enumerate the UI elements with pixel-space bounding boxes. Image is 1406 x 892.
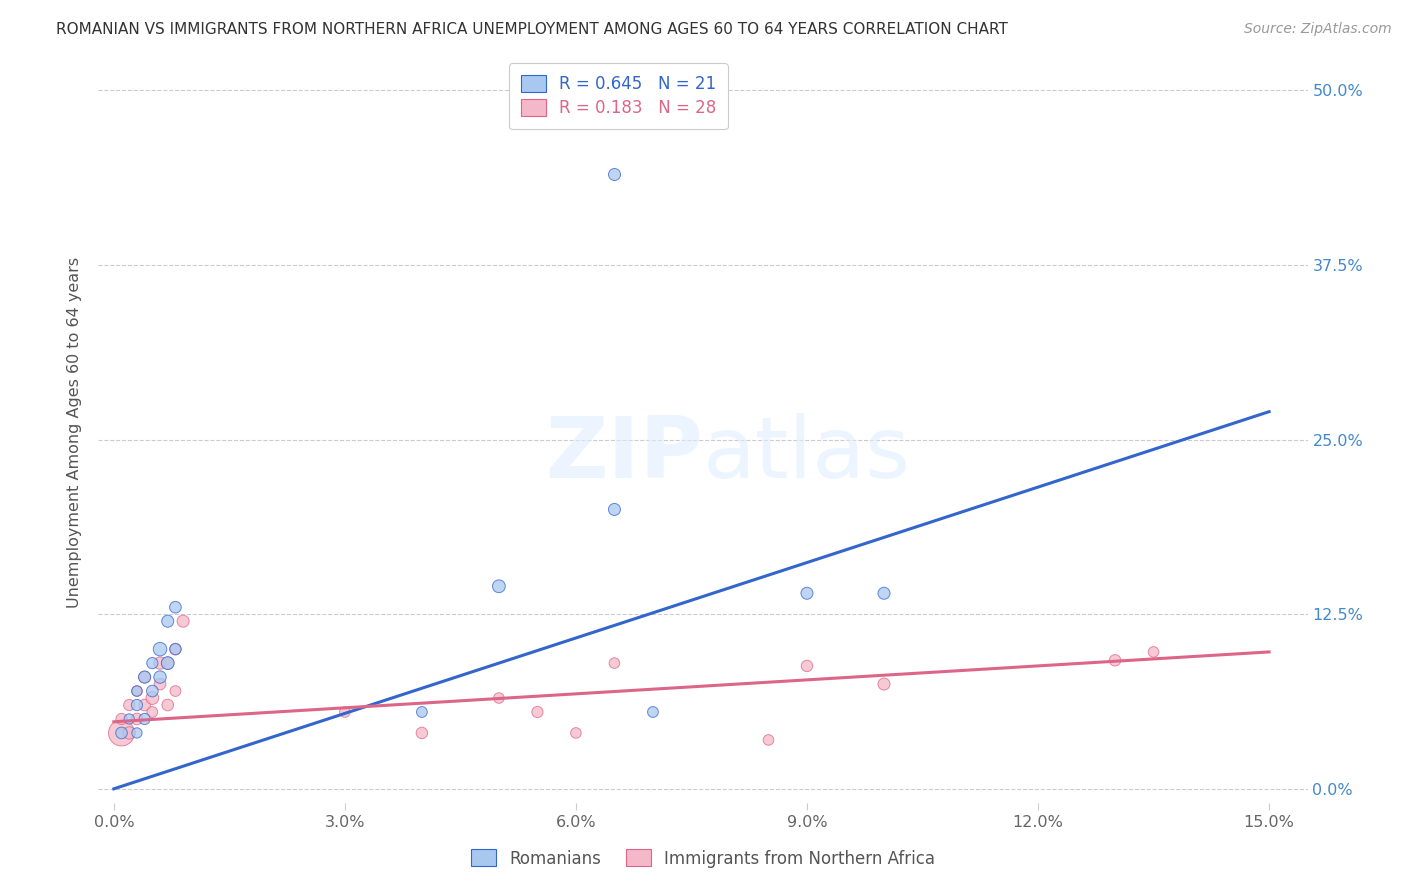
Y-axis label: Unemployment Among Ages 60 to 64 years: Unemployment Among Ages 60 to 64 years — [67, 257, 83, 608]
Point — [165, 642, 187, 657]
Text: Source: ZipAtlas.com: Source: ZipAtlas.com — [1244, 22, 1392, 37]
Point — [125, 726, 148, 740]
Point — [118, 712, 141, 726]
Point — [118, 698, 141, 712]
Point — [149, 677, 172, 691]
Text: ZIP: ZIP — [546, 413, 703, 496]
Text: atlas: atlas — [703, 413, 911, 496]
Point — [141, 691, 163, 706]
Point — [149, 670, 172, 684]
Point — [165, 600, 187, 615]
Point — [134, 670, 156, 684]
Point — [141, 705, 163, 719]
Point — [134, 712, 156, 726]
Point — [134, 670, 156, 684]
Text: ROMANIAN VS IMMIGRANTS FROM NORTHERN AFRICA UNEMPLOYMENT AMONG AGES 60 TO 64 YEA: ROMANIAN VS IMMIGRANTS FROM NORTHERN AFR… — [56, 22, 1008, 37]
Legend: Romanians, Immigrants from Northern Africa: Romanians, Immigrants from Northern Afri… — [463, 841, 943, 876]
Point — [110, 712, 132, 726]
Point — [156, 656, 179, 670]
Point — [1104, 653, 1126, 667]
Point — [333, 705, 356, 719]
Point — [165, 684, 187, 698]
Point — [526, 705, 548, 719]
Point — [156, 614, 179, 628]
Point — [488, 691, 510, 706]
Point — [156, 656, 179, 670]
Point — [172, 614, 194, 628]
Point — [411, 726, 433, 740]
Point — [141, 656, 163, 670]
Point — [641, 705, 664, 719]
Point — [149, 656, 172, 670]
Point — [125, 684, 148, 698]
Point — [873, 586, 896, 600]
Point — [134, 698, 156, 712]
Point — [411, 705, 433, 719]
Point — [796, 586, 818, 600]
Point — [141, 684, 163, 698]
Point — [488, 579, 510, 593]
Point — [603, 502, 626, 516]
Point — [156, 698, 179, 712]
Point — [125, 698, 148, 712]
Point — [1142, 645, 1164, 659]
Point — [796, 659, 818, 673]
Point — [758, 733, 780, 747]
Point — [565, 726, 588, 740]
Point — [149, 642, 172, 657]
Point — [603, 656, 626, 670]
Point — [873, 677, 896, 691]
Point — [110, 726, 132, 740]
Point — [125, 684, 148, 698]
Point — [110, 726, 132, 740]
Point — [165, 642, 187, 657]
Point — [118, 726, 141, 740]
Point — [603, 167, 626, 181]
Point — [125, 712, 148, 726]
